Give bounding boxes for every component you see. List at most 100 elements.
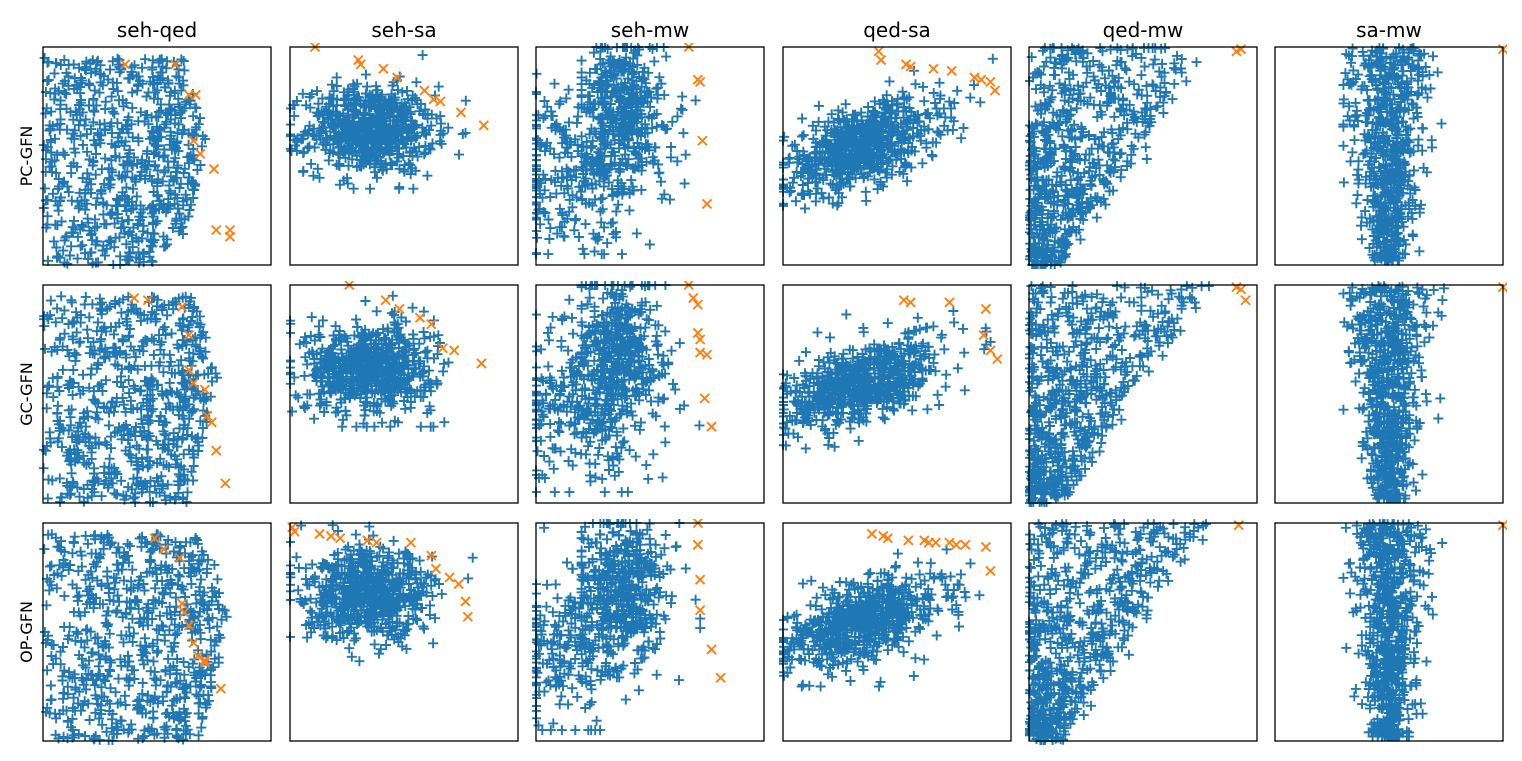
row-label: GC-GFN xyxy=(17,362,36,426)
pareto-point xyxy=(928,63,939,74)
panel-op-gfn-sa-mw xyxy=(1274,519,1507,742)
pareto-point xyxy=(701,349,713,360)
pareto-point xyxy=(362,535,373,546)
panel-op-gfn-qed-mw xyxy=(1025,519,1258,745)
pareto-point xyxy=(715,672,726,683)
pareto-point xyxy=(224,231,236,242)
pareto-point xyxy=(448,345,460,356)
pareto-point xyxy=(951,539,962,550)
pareto-point xyxy=(215,683,227,694)
pareto-point xyxy=(188,637,199,649)
pareto-point xyxy=(334,533,346,544)
pareto-point xyxy=(476,358,487,369)
panel-gc-gfn-qed-sa xyxy=(779,284,1012,504)
sample-markers xyxy=(532,43,701,260)
pareto-point xyxy=(211,445,222,456)
panel-gc-gfn-qed-mw xyxy=(1025,281,1258,507)
pareto-point xyxy=(930,537,941,548)
sample-markers xyxy=(286,520,478,667)
pareto-point xyxy=(394,303,405,315)
pareto-point xyxy=(129,292,140,304)
sample-markers xyxy=(1025,519,1211,745)
pareto-point xyxy=(174,552,185,564)
column-titles: seh-qed seh-sa seh-mw qed-sa qed-mw sa-mw xyxy=(117,18,1422,42)
panel-op-gfn-qed-sa xyxy=(779,522,1012,742)
panel-pc-gfn-sa-mw xyxy=(1274,43,1507,266)
panel-frame xyxy=(1028,46,1258,266)
pareto-point xyxy=(176,598,188,609)
panel-frame xyxy=(289,522,519,742)
panel-op-gfn-seh-qed xyxy=(39,522,272,745)
pareto-point xyxy=(688,292,699,304)
panel-frame xyxy=(1274,284,1504,504)
pareto-point xyxy=(866,528,878,540)
panel-gc-gfn-seh-mw xyxy=(532,281,765,504)
pareto-point xyxy=(371,537,382,548)
sample-markers xyxy=(1025,281,1214,507)
pareto-point xyxy=(208,163,220,175)
pareto-point xyxy=(325,530,337,542)
pareto-point xyxy=(199,657,211,668)
pareto-point xyxy=(903,535,914,546)
panel-frame xyxy=(42,522,272,742)
pareto-point xyxy=(992,353,1003,365)
sample-markers xyxy=(286,50,471,194)
sample-markers xyxy=(39,291,222,507)
pareto-point xyxy=(405,537,417,548)
pareto-point xyxy=(170,59,181,70)
pareto-point xyxy=(419,85,430,96)
pareto-point xyxy=(706,421,717,432)
sample-markers xyxy=(779,544,985,692)
sample-markers xyxy=(779,53,998,214)
pareto-point xyxy=(199,655,211,666)
pareto-point xyxy=(289,526,300,537)
panel-frame xyxy=(1028,284,1258,504)
pareto-point xyxy=(426,319,437,330)
sample-markers xyxy=(779,306,996,454)
sample-markers xyxy=(286,290,454,432)
pareto-point xyxy=(437,343,448,354)
panel-pc-gfn-seh-qed xyxy=(39,46,272,269)
pareto-point xyxy=(478,120,489,131)
pareto-point xyxy=(1235,284,1247,295)
pareto-point xyxy=(378,63,389,74)
row-label: OP-GFN xyxy=(17,601,36,663)
pareto-point xyxy=(989,85,1001,96)
pareto-point xyxy=(694,574,706,585)
panel-frame xyxy=(289,46,519,266)
panel-frame xyxy=(782,46,1012,266)
pareto-point xyxy=(905,297,916,308)
panel-pc-gfn-seh-mw xyxy=(532,43,765,266)
sample-markers xyxy=(1025,43,1202,269)
panel-gc-gfn-seh-qed xyxy=(39,284,272,507)
column-title: qed-mw xyxy=(1103,18,1184,42)
panel-frame xyxy=(535,522,765,742)
panel-pc-gfn-qed-sa xyxy=(779,46,1012,266)
pareto-point xyxy=(199,384,211,395)
pareto-point xyxy=(882,533,894,544)
pareto-point xyxy=(1233,520,1244,531)
pareto-point xyxy=(426,550,437,561)
panel-frame xyxy=(42,284,272,504)
pareto-point xyxy=(453,578,464,590)
pareto-point xyxy=(314,528,325,540)
pareto-point xyxy=(190,89,201,101)
pareto-point xyxy=(206,417,217,428)
pareto-point xyxy=(462,611,474,622)
pareto-point xyxy=(188,377,199,389)
pareto-point xyxy=(414,312,426,323)
panel-gc-gfn-seh-sa xyxy=(286,281,519,504)
pareto-point xyxy=(183,620,195,631)
pareto-point xyxy=(985,345,996,356)
pareto-point xyxy=(444,572,455,583)
pareto-point xyxy=(969,72,980,83)
pareto-point xyxy=(946,65,957,77)
pareto-point xyxy=(980,303,992,315)
row-label: PC-GFN xyxy=(17,126,36,187)
sample-markers xyxy=(1338,43,1447,266)
pareto-point xyxy=(694,76,706,88)
panels xyxy=(39,43,1507,745)
pareto-point xyxy=(430,563,442,574)
pareto-point xyxy=(355,59,366,70)
